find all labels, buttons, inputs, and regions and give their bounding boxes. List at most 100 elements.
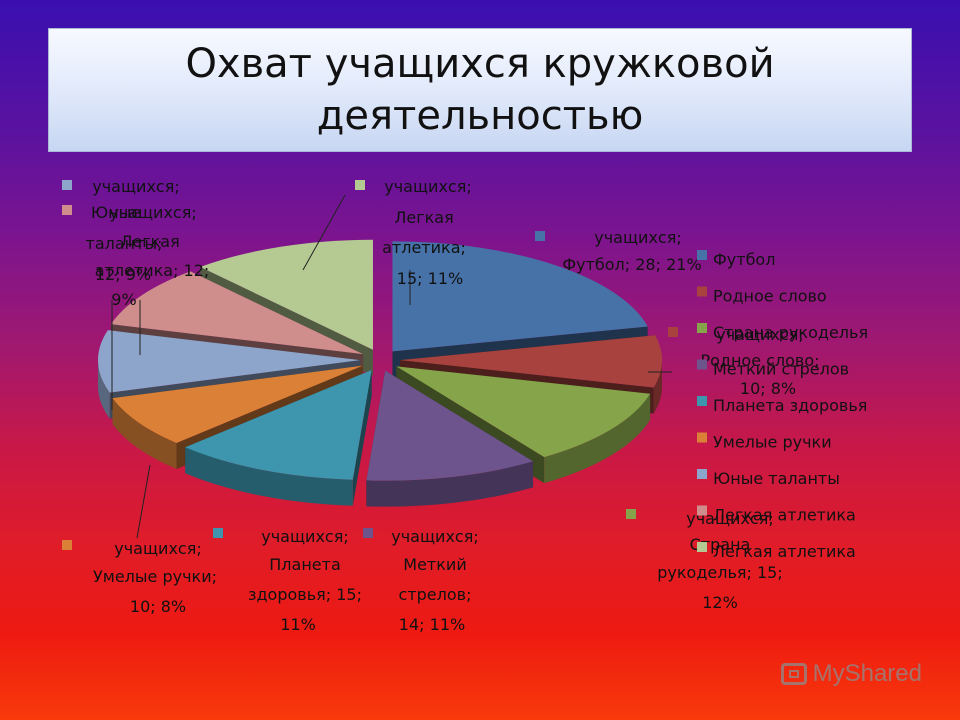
pie-slice (366, 370, 534, 507)
legend-swatch (697, 250, 707, 260)
data-label-text: учащихся; (384, 177, 471, 196)
watermark: MyShared (780, 660, 922, 688)
data-label-text: 9% (111, 290, 136, 309)
data-label-swatch (62, 205, 72, 215)
slice-rim (544, 393, 651, 484)
legend-item: Страна рукоделья (697, 323, 868, 342)
data-label-swatch (62, 180, 72, 190)
legend-item: Умелые ручки (697, 432, 832, 452)
slice-top (112, 365, 363, 443)
data-label-text: учащихся; (391, 527, 478, 546)
data-label-swatch (62, 540, 72, 550)
leader-line (302, 194, 346, 271)
legend-item: Юные таланты (697, 469, 840, 488)
legend-label: Меткий стрелов (713, 360, 849, 379)
legend-item: Футбол (697, 250, 775, 269)
legend-label: Юные таланты (713, 469, 840, 488)
slide-title: Охват учащихся кружковой деятельностью (185, 41, 775, 139)
data-label-text: 10; 8% (740, 379, 796, 398)
data-label: учащихся; Легкая атлетика; 12; 9% (62, 203, 209, 309)
data-label-text: учащихся; (686, 509, 773, 528)
slice-top (200, 239, 373, 350)
leader-lines (111, 194, 672, 539)
data-label-text: атлетика; 12; (95, 261, 210, 280)
data-label-swatch (626, 509, 636, 519)
slice-top (366, 370, 534, 481)
data-label-swatch (668, 327, 678, 337)
data-label: учащихся; Меткий стрелов; 14; 11% (363, 527, 479, 634)
slice-top (399, 335, 662, 388)
data-label-text: учащихся; (716, 325, 803, 344)
legend-item: Родное слово (697, 286, 827, 306)
data-label-swatch (535, 231, 545, 241)
legend: Футбол Родное слово Страна рукоделья Меткий… (697, 250, 868, 561)
legend-swatch (697, 432, 707, 443)
data-label-text: таланты; (86, 234, 163, 253)
data-label-text: Планета (269, 555, 341, 574)
data-label-text: учащихся; (114, 539, 201, 558)
legend-item: Меткий стрелов (697, 359, 849, 379)
slice-top (110, 271, 364, 355)
legend-label: Умелые ручки (713, 433, 832, 452)
pie-slice (185, 369, 372, 506)
data-label: учащихся; Родное слово; 10; 8% (668, 325, 820, 398)
legend-label: Планета здоровья (713, 396, 867, 415)
data-label-text: учащихся; (594, 228, 681, 247)
slice-top (396, 366, 651, 458)
data-label-text: 11% (280, 615, 316, 634)
data-label: учащихся; Умелые ручки; 10; 8% (62, 539, 217, 616)
legend-label: Страна рукоделья (713, 323, 868, 342)
data-label-text: Родное слово; (700, 351, 819, 370)
slice-rim (185, 447, 353, 506)
data-label-swatch (213, 528, 223, 538)
legend-label: Родное слово (713, 287, 827, 306)
presentation-icon (780, 663, 807, 685)
legend-swatch (697, 469, 707, 479)
legend-swatch (697, 359, 707, 370)
legend-label: Футбол (713, 250, 775, 269)
data-label-text: 15; 11% (397, 269, 463, 288)
data-label: учащихся; Легкая атлетика; 15; 11% (355, 177, 472, 288)
slice-rim (653, 360, 662, 414)
watermark-text: MyShared (812, 660, 922, 687)
data-label-text: учащихся; (261, 527, 348, 546)
slice-rim (112, 398, 177, 469)
legend-item: Легкая атлетика (697, 505, 856, 525)
data-label-text: 12% (702, 593, 738, 612)
title-box: Охват учащихся кружковой деятельностью (48, 28, 912, 152)
legend-label: Легкая атлетика (713, 542, 856, 561)
data-label-text: Легкая (394, 208, 453, 227)
data-label-text: рукоделья; 15; (657, 563, 783, 582)
pie-slices (98, 239, 662, 507)
legend-swatch (697, 505, 707, 516)
data-label-text: Юные (91, 203, 141, 222)
data-label-text: Меткий (403, 555, 466, 574)
data-label-text: Умелые ручки; (93, 567, 217, 586)
slice-wall (352, 369, 372, 506)
data-label: учащихся; Планета здоровья; 15; 11% (213, 527, 362, 634)
legend-swatch (697, 396, 707, 406)
data-label-text: 14; 11% (399, 615, 465, 634)
slice-rim (366, 461, 534, 507)
data-label-text: атлетика; (382, 238, 466, 257)
data-label-text: Легкая (120, 232, 179, 251)
legend-item: Планета здоровья (697, 396, 867, 415)
data-label-text: здоровья; 15; (248, 585, 362, 604)
data-label-text: учащихся; (109, 203, 196, 222)
slice-rim (98, 360, 110, 419)
data-label-text: 12; 9% (95, 265, 151, 284)
data-label-text: 10; 8% (130, 597, 186, 616)
slice-top (392, 241, 648, 352)
data-labels: учащихся; Футбол; 28; 21% учащихся; Родное … (62, 177, 820, 634)
slice-top (98, 330, 361, 393)
data-label-swatch (363, 528, 373, 538)
legend-label: Легкая атлетика (713, 506, 856, 525)
data-label-text: учащихся; (92, 177, 179, 196)
data-label-text: стрелов; (399, 585, 472, 604)
data-label: учащихся; Юные таланты; 12; 9% (62, 177, 180, 284)
data-label-swatch (355, 180, 365, 190)
legend-item: Легкая атлетика (697, 542, 856, 561)
data-label-text: Футбол; 28; 21% (562, 255, 701, 274)
legend-swatch (697, 542, 707, 552)
